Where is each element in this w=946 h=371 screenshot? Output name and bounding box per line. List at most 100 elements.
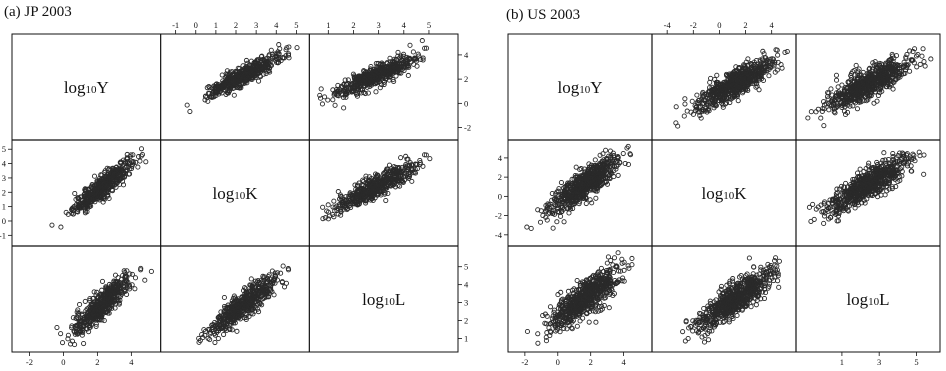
data-point	[387, 67, 393, 73]
data-point	[82, 210, 88, 216]
data-point	[395, 68, 401, 74]
data-point	[821, 123, 827, 129]
data-point	[70, 211, 76, 217]
data-point	[368, 78, 375, 84]
data-point	[133, 159, 139, 165]
data-point	[258, 57, 264, 64]
data-point	[124, 268, 130, 274]
data-point	[682, 101, 688, 107]
data-point	[142, 277, 148, 283]
data-point	[921, 59, 927, 65]
data-point	[417, 157, 423, 164]
data-point	[392, 173, 398, 179]
data-point	[76, 196, 82, 202]
data-point	[325, 216, 331, 222]
data-point	[227, 69, 233, 75]
data-point	[138, 153, 144, 159]
data-point	[374, 172, 381, 178]
data-point	[356, 193, 362, 199]
data-point	[228, 74, 234, 80]
data-point	[87, 202, 93, 208]
data-point	[371, 192, 377, 198]
data-point	[360, 179, 367, 185]
data-point	[405, 55, 411, 62]
data-point	[524, 224, 530, 230]
axis-tick-label: 4	[2, 159, 7, 169]
data-point	[775, 52, 781, 58]
data-point	[137, 158, 143, 164]
diagonal-label-k: log10K	[212, 184, 258, 203]
data-point	[215, 81, 221, 88]
data-point	[243, 315, 249, 321]
data-point	[393, 73, 399, 79]
data-point	[94, 196, 100, 202]
data-point	[420, 163, 426, 169]
data-point	[331, 198, 337, 204]
data-point	[391, 56, 397, 62]
data-point	[320, 216, 326, 222]
data-point	[83, 202, 89, 208]
data-point	[352, 85, 359, 91]
data-point	[232, 320, 238, 326]
axis-tick-label: 2	[2, 187, 6, 197]
axis-tick-label: 2	[95, 357, 99, 367]
scatter-cell-1-0	[49, 146, 149, 230]
data-point	[620, 150, 626, 157]
data-point	[363, 191, 369, 197]
axis-tick-label: 5	[294, 20, 298, 30]
data-point	[138, 146, 145, 152]
data-point	[592, 157, 598, 163]
data-point	[87, 324, 93, 330]
data-point	[363, 69, 369, 75]
data-point	[377, 85, 383, 91]
data-point	[405, 72, 411, 79]
data-point	[689, 98, 695, 104]
data-point	[673, 104, 679, 110]
data-point	[928, 56, 934, 62]
data-point	[330, 97, 336, 103]
data-point	[325, 97, 331, 103]
data-point	[70, 315, 76, 321]
data-point	[92, 305, 98, 311]
data-point	[707, 79, 713, 85]
data-point	[196, 335, 202, 341]
data-point	[263, 71, 269, 77]
data-point	[276, 42, 282, 48]
data-point	[922, 63, 928, 69]
data-point	[833, 72, 840, 78]
data-point	[266, 52, 272, 58]
data-point	[410, 49, 416, 55]
data-point	[79, 311, 85, 317]
data-point	[79, 327, 85, 333]
data-point	[317, 95, 324, 101]
data-point	[202, 93, 208, 99]
data-point	[343, 194, 349, 200]
data-point	[339, 197, 345, 203]
data-point	[363, 81, 369, 87]
axis-tick-label: 2	[351, 20, 355, 30]
data-point	[93, 323, 99, 329]
data-point	[714, 72, 720, 78]
data-point	[93, 321, 99, 327]
data-point	[221, 331, 227, 338]
data-point	[735, 98, 741, 104]
data-point	[404, 62, 410, 68]
data-point	[537, 219, 544, 225]
panel-b-title: (b) US 2003	[506, 7, 580, 23]
axis-tick-label: -2	[464, 123, 471, 133]
data-point	[391, 167, 397, 174]
data-point	[338, 212, 344, 218]
data-point	[258, 64, 264, 70]
data-point	[91, 173, 98, 179]
data-point	[69, 206, 75, 212]
data-point	[120, 171, 127, 177]
data-point	[413, 58, 420, 64]
data-point	[224, 73, 230, 79]
data-point	[420, 57, 426, 63]
data-point	[76, 204, 82, 210]
data-point	[112, 182, 118, 188]
data-point	[273, 53, 279, 59]
data-point	[359, 87, 365, 93]
